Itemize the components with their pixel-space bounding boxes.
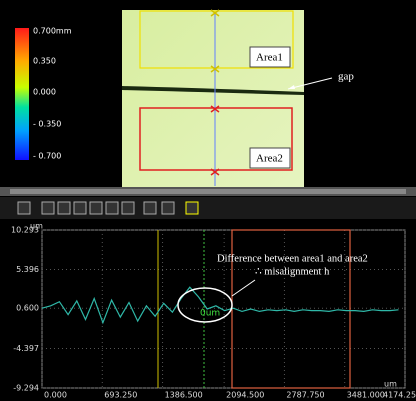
x-tick-label: 0.000 bbox=[44, 391, 67, 400]
marker-label: 0um bbox=[200, 309, 220, 319]
color-scale-label: - 0.350 bbox=[33, 120, 61, 129]
y-tick-label: 5.396 bbox=[16, 265, 39, 274]
y-tick-label: 0.600 bbox=[16, 304, 39, 313]
toolbar-icons[interactable] bbox=[18, 202, 198, 214]
x-tick-label: 4174.250 bbox=[383, 391, 416, 400]
y-tick-label: -9.294 bbox=[13, 384, 39, 393]
x-tick-label: 2094.500 bbox=[226, 391, 264, 400]
x-tick-label: 1386.500 bbox=[165, 391, 203, 400]
annotation: Difference between area1 and area2 bbox=[217, 253, 368, 264]
x-tick-label: 3481.000 bbox=[347, 391, 385, 400]
annotation: ∴ misalignment h bbox=[255, 266, 330, 277]
y-tick-label: -4.397 bbox=[13, 344, 39, 353]
scrollbar-thumb[interactable] bbox=[10, 189, 406, 194]
area1-label: Area1 bbox=[256, 52, 283, 64]
x-tick-label: 2787.750 bbox=[286, 391, 324, 400]
color-scale-label: 0.700mm bbox=[33, 27, 72, 36]
color-scale bbox=[15, 28, 29, 160]
y-tick-label: 10.293 bbox=[11, 226, 39, 235]
gap-label: gap bbox=[338, 71, 354, 83]
x-tick-label: 693.250 bbox=[104, 391, 137, 400]
area2-label: Area2 bbox=[256, 153, 283, 165]
color-scale-label: - 0.700 bbox=[33, 152, 61, 161]
page: Area1 Area2 gap 0.700mm 0.350 0.000 - 0.350… bbox=[0, 0, 416, 401]
color-scale-label: 0.000 bbox=[33, 88, 56, 97]
x-unit: um bbox=[384, 380, 397, 389]
color-scale-label: 0.350 bbox=[33, 57, 56, 66]
